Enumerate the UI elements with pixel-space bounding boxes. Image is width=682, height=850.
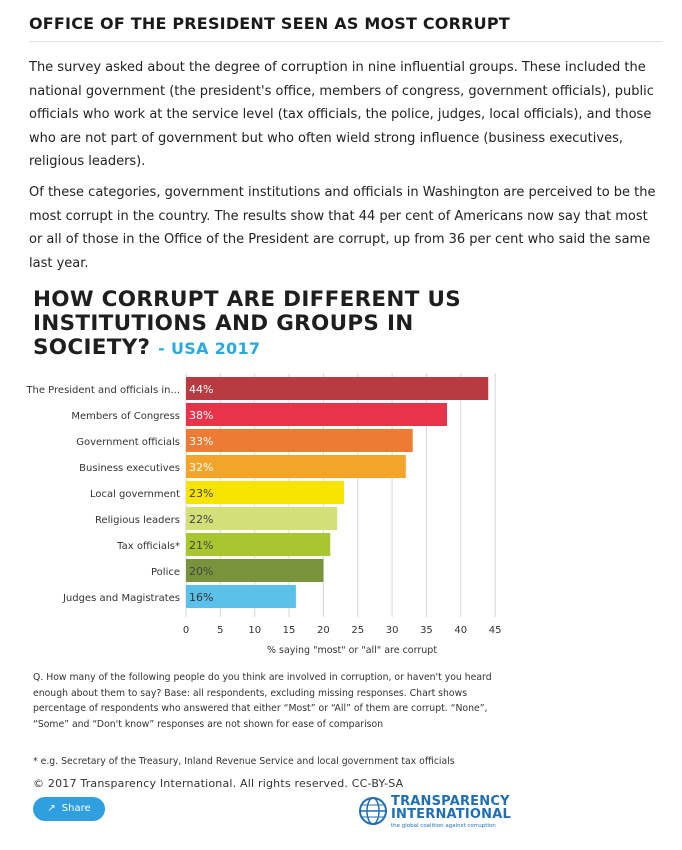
logo-wordmark: TRANSPARENCY INTERNATIONAL bbox=[391, 795, 511, 821]
bar bbox=[186, 585, 296, 608]
bar-value-label: 16% bbox=[189, 591, 213, 604]
x-tick-label: 25 bbox=[351, 625, 364, 636]
bar-value-label: 21% bbox=[189, 539, 213, 552]
share-label: Share bbox=[61, 803, 91, 814]
x-tick-label: 5 bbox=[217, 625, 223, 636]
globe-icon bbox=[359, 797, 387, 825]
category-label: Members of Congress bbox=[71, 411, 180, 422]
category-label: Police bbox=[151, 567, 180, 578]
category-label: Business executives bbox=[79, 463, 180, 474]
bar bbox=[186, 429, 413, 452]
x-tick-label: 45 bbox=[489, 625, 502, 636]
copyright: © 2017 Transparency International. All r… bbox=[33, 777, 404, 790]
logo-line-2: INTERNATIONAL bbox=[391, 807, 511, 822]
bar bbox=[186, 559, 324, 582]
x-tick-label: 15 bbox=[283, 625, 296, 636]
bar bbox=[186, 377, 489, 400]
intro-paragraph: The survey asked about the degree of cor… bbox=[29, 60, 654, 169]
bar bbox=[186, 455, 406, 478]
bar-value-label: 22% bbox=[189, 513, 213, 526]
x-tick-label: 20 bbox=[317, 625, 330, 636]
x-axis-title: % saying "most" or "all" are corrupt bbox=[267, 645, 437, 656]
share-icon: ↗ bbox=[47, 803, 56, 814]
article-heading: OFFICE OF THE PRESIDENT SEEN AS MOST COR… bbox=[29, 14, 510, 33]
heading-divider bbox=[29, 41, 662, 42]
bar bbox=[186, 533, 331, 556]
bar-value-label: 32% bbox=[189, 461, 213, 474]
category-label: Local government bbox=[90, 489, 180, 500]
transparency-international-logo: TRANSPARENCY INTERNATIONAL the global co… bbox=[358, 795, 511, 831]
x-tick-label: 30 bbox=[386, 625, 399, 636]
category-label: Tax officials* bbox=[116, 541, 180, 552]
category-label: Religious leaders bbox=[95, 515, 180, 526]
x-tick-label: 40 bbox=[454, 625, 467, 636]
logo-line-1: TRANSPARENCY bbox=[391, 794, 510, 809]
chart-subtitle: - USA 2017 bbox=[158, 339, 261, 358]
bar bbox=[186, 403, 448, 426]
bar-value-label: 38% bbox=[189, 409, 213, 422]
x-tick-label: 0 bbox=[183, 625, 189, 636]
x-tick-label: 35 bbox=[420, 625, 433, 636]
footnote: * e.g. Secretary of the Treasury, Inland… bbox=[33, 756, 455, 767]
bar-value-label: 20% bbox=[189, 565, 213, 578]
category-label: Judges and Magistrates bbox=[62, 593, 180, 604]
logo-tagline: the global coalition against corruption bbox=[391, 823, 496, 829]
findings-paragraph: Of these categories, government institut… bbox=[29, 185, 656, 271]
share-button[interactable]: ↗ Share bbox=[33, 797, 105, 821]
category-label: The President and officials in... bbox=[25, 385, 180, 396]
chart-title: HOW CORRUPT ARE DIFFERENT US INSTITUTION… bbox=[33, 287, 462, 360]
bar-chart: 0 5 10 15 20 25 30 35 40 45 44% The President and o… bbox=[25, 373, 502, 656]
x-tick-label: 10 bbox=[248, 625, 261, 636]
bar-value-label: 33% bbox=[189, 435, 213, 448]
bar bbox=[186, 481, 344, 504]
bar bbox=[186, 507, 338, 530]
category-label: Government officials bbox=[76, 437, 180, 448]
survey-question-note: Q. How many of the following people do y… bbox=[33, 672, 492, 730]
bar-value-label: 44% bbox=[189, 383, 213, 396]
chart-title-block: HOW CORRUPT ARE DIFFERENT US INSTITUTION… bbox=[33, 288, 473, 361]
bar-value-label: 23% bbox=[189, 487, 213, 500]
